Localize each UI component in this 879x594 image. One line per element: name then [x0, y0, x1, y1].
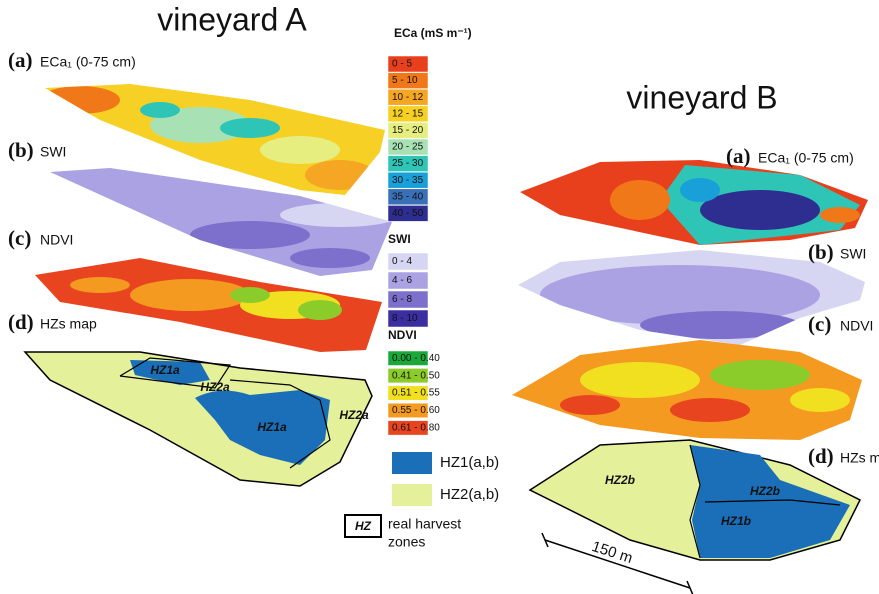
zone-label: HZ2a — [200, 380, 230, 394]
legend-label: 40 - 50 — [392, 208, 424, 219]
panel-label: (d) — [808, 444, 834, 468]
real-zones-text: real harvest — [388, 516, 461, 532]
legend-label: 0.00 - 0.40 — [392, 353, 440, 364]
zone-label: HZ1a — [150, 363, 180, 377]
legend-title: SWI — [388, 232, 411, 246]
panel-label: (a) — [726, 144, 751, 168]
legend-label: 35 - 40 — [392, 191, 424, 202]
legend-swatch — [392, 484, 432, 506]
legend-label: 0.55 - 0.60 — [392, 405, 440, 416]
panel-label: (c) — [808, 312, 831, 336]
legend-label: 4 - 6 — [392, 275, 412, 286]
panel-label: (c) — [8, 226, 31, 250]
panel-label: (d) — [8, 310, 34, 334]
zone-label: HZ2a — [339, 408, 369, 422]
legend-label: 20 - 25 — [392, 142, 424, 153]
hz-box-label: HZ — [355, 519, 372, 533]
panel-name: HZs map — [40, 316, 97, 332]
legend-label: 0 - 5 — [392, 59, 412, 70]
legend-title: ECa (mS m⁻¹) — [394, 26, 472, 40]
legend-label: 5 - 10 — [392, 75, 418, 86]
panel-label: (b) — [808, 240, 834, 264]
panel-name: SWI — [40, 144, 66, 160]
zone-label: HZ2b — [750, 484, 780, 498]
panel-name: SWI — [840, 246, 866, 262]
zone-label: HZ1a — [257, 420, 287, 434]
legend-label: HZ1(a,b) — [440, 454, 499, 471]
map-ndvi-b — [505, 335, 870, 445]
zone-label: HZ1b — [721, 514, 751, 528]
legend-label: 0.61 - 0.80 — [392, 422, 440, 433]
figure: vineyard A vineyard B — [0, 0, 879, 594]
legend-label: 6 - 8 — [392, 294, 412, 305]
legend-label: 30 - 35 — [392, 175, 424, 186]
vineyard-title: vineyard A — [157, 1, 307, 37]
legend-label: 0.51 - 0.55 — [392, 388, 440, 399]
map-zones-a — [25, 352, 372, 486]
real-zones-text: zones — [388, 534, 425, 550]
legend-label: 10 - 12 — [392, 92, 424, 103]
legend-label: 12 - 15 — [392, 108, 424, 119]
legend-label: 25 - 30 — [392, 158, 424, 169]
panel-name: ECa₁ (0-75 cm) — [758, 150, 854, 166]
panel-name: ECa₁ (0-75 cm) — [40, 54, 136, 70]
vineyard-title: vineyard B — [626, 79, 777, 115]
legend-label: 0 - 4 — [392, 256, 412, 267]
legend-label: HZ2(a,b) — [440, 486, 499, 503]
legend-label: 0.41 - 0.50 — [392, 370, 440, 381]
legend-label: 15 - 20 — [392, 125, 424, 136]
panel-name: NDVI — [40, 232, 73, 248]
panel-name: HZs map — [840, 450, 879, 466]
panel-label: (a) — [8, 48, 33, 72]
legend-title: NDVI — [388, 328, 417, 342]
legend-label: 8 - 10 — [392, 313, 418, 324]
panel-name: NDVI — [840, 318, 873, 334]
zone-label: HZ2b — [605, 473, 635, 487]
panel-label: (b) — [8, 138, 34, 162]
legend-swatch — [392, 452, 432, 474]
